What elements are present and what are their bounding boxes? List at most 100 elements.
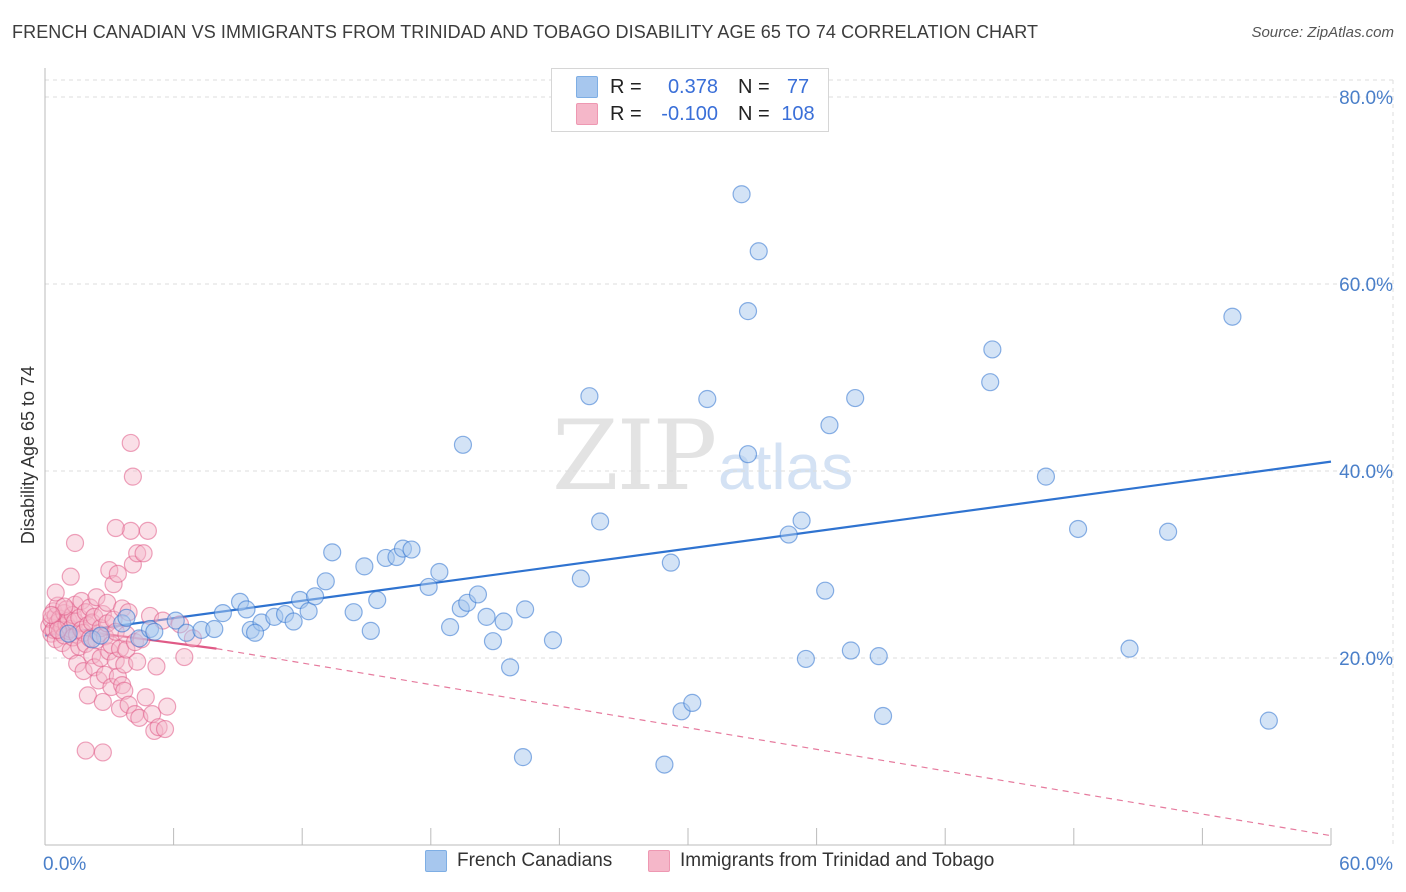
data-point-french-canadians xyxy=(117,608,136,627)
data-point-french-canadians xyxy=(816,581,835,600)
trend-line-immigrants-dashed xyxy=(216,648,1332,837)
bottom-legend-label-french-canadians: French Canadians xyxy=(457,850,613,871)
data-point-immigrants xyxy=(42,605,61,625)
data-point-french-canadians xyxy=(368,590,387,610)
data-point-french-canadians xyxy=(738,302,758,321)
data-point-french-canadians xyxy=(846,388,865,408)
y-tick-label: 80.0% xyxy=(1339,88,1393,109)
trend-line-french-canadians xyxy=(44,460,1332,637)
data-point-french-canadians xyxy=(316,572,335,591)
data-point-immigrants xyxy=(128,544,147,563)
bottom-legend-swatch-blue xyxy=(425,850,447,872)
data-point-french-canadians xyxy=(477,607,496,626)
data-point-immigrants xyxy=(55,597,74,616)
data-point-french-canadians xyxy=(732,185,751,204)
data-point-french-canadians xyxy=(284,612,303,631)
correlation-legend: R = 0.378 N = 77 R = -0.100 N = 108 xyxy=(551,68,829,132)
data-point-french-canadians xyxy=(1036,467,1056,486)
data-point-immigrants xyxy=(74,661,93,681)
data-point-french-canadians xyxy=(983,340,1002,359)
axes xyxy=(44,68,1332,846)
data-point-immigrants xyxy=(175,647,194,667)
data-point-french-canadians xyxy=(1120,639,1139,658)
legend-n-key: N = xyxy=(738,102,770,125)
bottom-legend-french-canadians: French Canadians xyxy=(425,850,612,872)
bottom-legend-label-immigrants: Immigrants from Trinidad and Tobago xyxy=(680,850,995,871)
data-point-immigrants xyxy=(123,467,142,486)
data-point-french-canadians xyxy=(213,604,232,623)
legend-r-key: R = xyxy=(610,75,642,98)
chart-title: FRENCH CANADIAN VS IMMIGRANTS FROM TRINI… xyxy=(12,22,1039,42)
data-point-french-canadians xyxy=(344,603,363,622)
data-point-french-canadians xyxy=(501,658,520,677)
data-point-immigrants xyxy=(104,575,123,594)
data-point-french-canadians xyxy=(323,543,342,562)
data-point-french-canadians xyxy=(205,619,224,639)
data-point-french-canadians xyxy=(494,612,513,631)
data-point-french-canadians xyxy=(543,631,563,650)
legend-n-key: N = xyxy=(738,75,770,98)
data-point-immigrants xyxy=(138,521,157,540)
data-point-immigrants xyxy=(147,657,166,676)
data-point-french-canadians xyxy=(91,626,110,645)
data-point-immigrants xyxy=(121,433,140,453)
data-point-french-canadians xyxy=(513,748,533,767)
data-point-french-canadians xyxy=(430,562,449,582)
data-point-french-canadians xyxy=(1068,519,1088,539)
data-point-french-canadians xyxy=(245,623,265,642)
data-point-french-canadians xyxy=(661,553,680,572)
data-point-french-canadians xyxy=(841,641,860,660)
data-point-french-canadians xyxy=(177,623,196,642)
data-point-immigrants xyxy=(121,521,140,540)
data-point-french-canadians xyxy=(869,647,888,666)
data-point-french-canadians xyxy=(237,600,256,619)
legend-row-immigrants: R = -0.100 N = 108 xyxy=(552,101,820,127)
data-point-french-canadians xyxy=(873,706,893,726)
data-point-french-canadians xyxy=(1159,522,1178,541)
y-axis-label: Disability Age 65 to 74 xyxy=(18,366,38,544)
series-french-canadians-points xyxy=(59,185,1278,774)
data-point-french-canadians xyxy=(698,389,717,409)
data-point-immigrants xyxy=(78,686,97,705)
data-point-immigrants xyxy=(87,588,106,607)
y-tick-label: 40.0% xyxy=(1339,462,1393,483)
legend-row-french-canadians: R = 0.378 N = 77 xyxy=(552,74,820,100)
data-point-french-canadians xyxy=(580,387,599,406)
data-point-immigrants xyxy=(46,583,65,602)
y-tick-label: 20.0% xyxy=(1339,649,1393,670)
legend-swatch-blue xyxy=(576,76,598,98)
data-point-immigrants xyxy=(128,652,147,671)
data-point-french-canadians xyxy=(453,435,473,454)
data-point-french-canadians xyxy=(355,557,374,576)
data-point-immigrants xyxy=(76,741,95,760)
data-point-french-canadians xyxy=(738,445,758,464)
data-point-french-canadians xyxy=(683,693,702,712)
data-point-french-canadians xyxy=(468,585,488,604)
data-point-french-canadians xyxy=(305,587,325,606)
data-point-immigrants xyxy=(108,564,127,583)
data-point-french-canadians xyxy=(402,540,421,559)
data-point-french-canadians xyxy=(483,632,503,651)
data-point-french-canadians xyxy=(820,416,839,435)
data-point-french-canadians xyxy=(419,577,438,597)
watermark-zip: ZIP xyxy=(552,400,717,512)
x-tick-label: 60.0% xyxy=(1339,854,1393,875)
bottom-legend-immigrants: Immigrants from Trinidad and Tobago xyxy=(648,850,994,872)
data-point-french-canadians xyxy=(571,569,590,588)
data-point-immigrants xyxy=(93,692,112,712)
data-point-immigrants xyxy=(115,681,134,700)
data-point-immigrants xyxy=(119,695,138,714)
data-point-french-canadians xyxy=(655,755,674,774)
data-point-immigrants xyxy=(134,544,153,563)
data-point-immigrants xyxy=(155,719,175,739)
data-point-french-canadians xyxy=(59,624,78,643)
legend-n-value: 108 xyxy=(781,102,815,125)
legend-n-value: 77 xyxy=(786,75,810,98)
chart-source: Source: ZipAtlas.com xyxy=(1251,24,1394,41)
data-point-french-canadians xyxy=(1259,711,1278,730)
bottom-legend-swatch-pink xyxy=(648,850,670,872)
data-point-immigrants xyxy=(93,743,112,762)
watermark-atlas: atlas xyxy=(718,431,854,503)
data-point-french-canadians xyxy=(166,611,185,630)
